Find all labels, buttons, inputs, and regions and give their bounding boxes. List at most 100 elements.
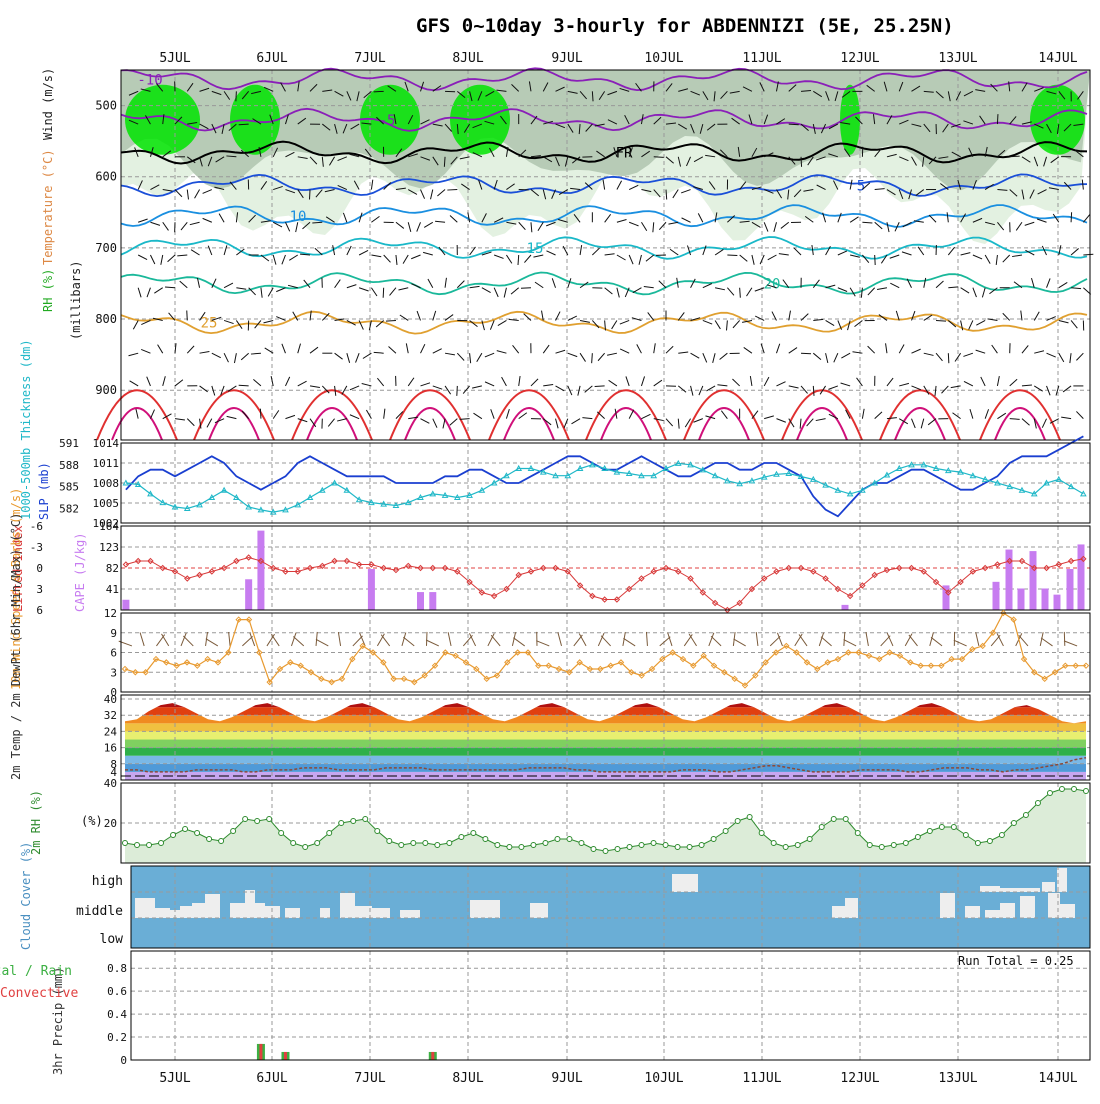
wind10m-barb	[469, 633, 475, 646]
cloud-middle-block	[245, 890, 255, 918]
rh2m-point	[267, 817, 272, 822]
wind10m-barb	[954, 640, 967, 646]
cloud-high-block	[1042, 882, 1055, 892]
wind10m-barb	[403, 637, 414, 646]
cloud-middle-block	[192, 903, 205, 918]
cloud-high-block	[980, 886, 1000, 892]
wind-barb	[310, 190, 311, 200]
top-date-label: 8JUL	[452, 51, 483, 66]
temp2m-y-tick: 40	[104, 693, 117, 706]
wind10m-barb	[598, 633, 604, 646]
wind-barb	[875, 255, 876, 265]
temp-band	[121, 756, 1090, 764]
cape-bar	[417, 592, 424, 610]
wind-barb	[948, 353, 949, 363]
rh-shade-bright	[125, 85, 200, 155]
precip-conv-bar	[284, 1052, 287, 1060]
rh2m-point	[939, 825, 944, 830]
rh2m-point	[699, 843, 704, 848]
rh2m-point	[795, 843, 800, 848]
precip-legend-total: Total / Rain	[0, 964, 72, 979]
rh2m-point	[1071, 787, 1076, 792]
cloud-middle-block	[1020, 896, 1035, 918]
wind-barb	[312, 222, 322, 223]
cloud-middle-block	[372, 908, 390, 918]
wind-barb	[374, 91, 384, 92]
rh2m-point	[759, 831, 764, 836]
precip-conv-bar	[259, 1044, 262, 1060]
rh2m-point	[999, 833, 1004, 838]
isotherm-label: 20	[764, 276, 781, 292]
wind10m-barb	[381, 635, 389, 646]
wind-barb	[936, 320, 946, 321]
top-date-label: 5JUL	[159, 51, 190, 66]
slp-ylabel: SLP (mb)	[37, 462, 51, 520]
rh2m-point	[879, 845, 884, 850]
profile-ylabel-wind: Wind (m/s)	[41, 68, 55, 140]
rh2m-point	[627, 845, 632, 850]
wind10m-y-tick: 12	[104, 607, 117, 620]
wind10m-barb	[905, 634, 912, 646]
slp-y-tick: 1008	[93, 477, 120, 490]
wind-barb	[386, 320, 396, 321]
wind10m-barb	[887, 633, 893, 646]
rh2m-point	[771, 841, 776, 846]
rh2m-point	[591, 847, 596, 852]
chart-title: GFS 0~10day 3-hourly for ABDENNIZI (5E, …	[416, 15, 954, 37]
isotherm-label: 15	[527, 241, 544, 257]
cape-bar	[245, 579, 252, 610]
rh2m-point	[255, 819, 260, 824]
rh2m-point	[387, 839, 392, 844]
rh2m-point	[459, 835, 464, 840]
profile-y-tick: 800	[95, 312, 117, 326]
rh2m-point	[951, 825, 956, 830]
wind10m-barb	[293, 637, 303, 646]
wind-barb	[997, 114, 998, 124]
rh2m-point	[735, 819, 740, 824]
rh2m-point	[159, 841, 164, 846]
rh2m-point	[711, 837, 716, 842]
rh2m-point	[927, 829, 932, 834]
thickness-y-tick: 585	[59, 481, 79, 494]
temp2m-panel: 2m Temp / 2m DewPt (6hr Min/Max) (°C) 40…	[9, 513, 1090, 780]
rh2m-point	[891, 843, 896, 848]
rh2m-point	[747, 815, 752, 820]
rh2m-point	[207, 837, 212, 842]
rh2m-point	[507, 845, 512, 850]
wind-barb	[457, 386, 458, 396]
wind10m-barb	[448, 632, 451, 646]
wind10m-line	[125, 613, 1086, 685]
cape-bar	[842, 605, 849, 610]
cape-bar	[429, 592, 436, 610]
cloud-high-block	[672, 874, 698, 892]
cloud-middle-block	[1060, 904, 1075, 918]
wind10m-barb	[267, 634, 275, 646]
rh2m-point	[975, 841, 980, 846]
wind10m-barb	[316, 639, 328, 646]
rh2m-point	[327, 831, 332, 836]
cloud-middle-block	[530, 903, 548, 918]
precip-conv-bar	[431, 1052, 434, 1060]
temp-band	[121, 740, 1090, 748]
cloud-middle-block	[340, 893, 355, 918]
wind-barb	[236, 91, 237, 101]
rh2m-point	[915, 835, 920, 840]
rh2m-point	[567, 837, 572, 842]
precip-y-tick: 0.2	[107, 1031, 127, 1044]
top-date-label: 7JUL	[354, 51, 385, 66]
wind10m-barb	[162, 634, 169, 646]
slp-y-tick: 1014	[93, 437, 120, 450]
rh2m-point	[495, 843, 500, 848]
wind10m-y-tick: 3	[110, 666, 117, 679]
wind10m-barb	[931, 637, 942, 646]
cape-bar	[1018, 588, 1025, 610]
temp-band	[121, 695, 1090, 699]
wind-barb	[383, 288, 384, 298]
wind-barb	[260, 409, 261, 419]
profile-y-tick: 500	[95, 99, 117, 113]
wind-barb	[165, 287, 175, 288]
wind-barb	[518, 255, 519, 265]
wind10m-barb	[291, 633, 296, 646]
